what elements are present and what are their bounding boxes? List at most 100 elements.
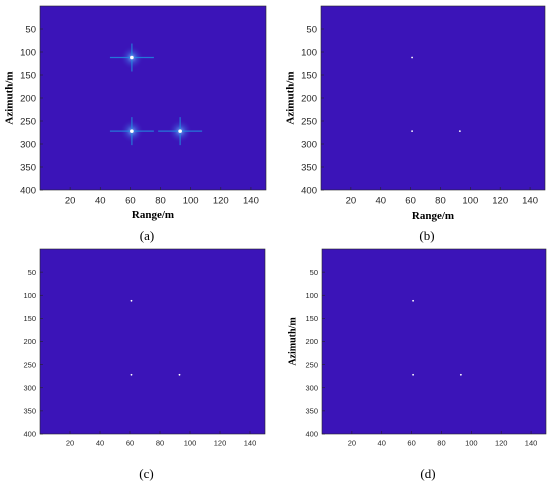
y-axis-label: Azimuth/m: [4, 71, 16, 124]
x-tick-label: 80: [437, 439, 445, 448]
y-tick-label: 100: [301, 47, 317, 58]
plot-area: [40, 6, 266, 190]
x-tick-label: 60: [125, 196, 136, 207]
target-point: [130, 373, 133, 376]
target-point: [109, 43, 154, 72]
y-tick-label: 200: [20, 93, 36, 104]
panel-caption: (d): [420, 466, 435, 481]
y-tick-label: 250: [20, 116, 36, 127]
panel-caption: (b): [419, 228, 434, 243]
y-tick-label: 150: [305, 314, 318, 323]
x-tick-label: 140: [243, 196, 259, 207]
y-tick-label: 200: [301, 93, 317, 104]
y-tick-label: 150: [301, 70, 317, 81]
y-tick-label: 400: [305, 430, 318, 439]
y-tick-label: 250: [301, 116, 317, 127]
x-tick-label: 80: [435, 196, 446, 207]
plot-area: [40, 249, 265, 434]
y-tick-label: 150: [23, 314, 36, 323]
x-tick-label: 120: [495, 439, 508, 448]
panel-d: 20 40 60 80 100 120 140 50 100 150 200 250 300 350 400…: [287, 248, 547, 481]
x-tick-label: 20: [348, 439, 356, 448]
target-point: [458, 130, 461, 133]
y-tick-label: 100: [20, 47, 36, 58]
target-peak: [130, 299, 133, 302]
panel-a: 20 40 60 80 100 120 140 50 100 150 200 250 300 350 400…: [4, 5, 267, 243]
y-tick-label: 300: [20, 139, 36, 150]
y-tick-label: 350: [305, 407, 318, 416]
x-tick-label: 140: [244, 439, 257, 448]
target-point: [178, 373, 181, 376]
target-point: [411, 56, 413, 59]
plot-area: [322, 249, 546, 434]
target-point: [412, 299, 414, 302]
target-peak: [458, 130, 461, 133]
y-tick-label: 200: [305, 337, 318, 346]
x-tick-label: 120: [213, 196, 229, 207]
y-tick-label: 100: [23, 291, 36, 300]
x-tick-label: 120: [492, 196, 508, 207]
y-tick-label: 300: [23, 383, 36, 392]
target-peak: [411, 130, 413, 133]
target-peak: [130, 55, 134, 60]
target-point: [412, 373, 414, 376]
target-point: [130, 299, 133, 302]
y-tick-label: 50: [25, 24, 36, 35]
y-tick-label: 250: [23, 360, 36, 369]
y-tick-label: 400: [20, 185, 36, 196]
x-tick-label: 100: [465, 439, 478, 448]
x-tick-label: 140: [522, 196, 538, 207]
x-tick-label: 20: [66, 439, 74, 448]
target-point: [109, 117, 154, 146]
target-point: [411, 130, 413, 133]
target-peak: [459, 373, 462, 376]
x-tick-label: 120: [214, 439, 227, 448]
x-tick-label: 20: [346, 196, 357, 207]
x-tick-label: 60: [405, 196, 416, 207]
panel-b: 20 40 60 80 100 120 140 50 100 150 200 250 300 350 400…: [285, 5, 546, 243]
y-tick-label: 350: [301, 162, 317, 173]
x-tick-label: 100: [184, 439, 197, 448]
x-axis-label: Range/m: [412, 210, 454, 222]
target-peak: [130, 373, 133, 376]
target-peak: [412, 299, 414, 302]
panel-caption: (a): [140, 228, 154, 243]
x-tick-label: 20: [65, 196, 76, 207]
y-axis-label: Azimuth/m: [287, 317, 298, 366]
x-tick-label: 140: [525, 439, 538, 448]
x-tick-label: 40: [96, 439, 104, 448]
target-peak: [412, 373, 414, 376]
y-tick-label: 100: [305, 291, 318, 300]
y-tick-label: 50: [28, 268, 36, 277]
y-tick-label: 400: [23, 430, 36, 439]
y-tick-label: 350: [23, 407, 36, 416]
target-point: [459, 373, 462, 376]
x-axis-label: Range/m: [132, 209, 174, 221]
y-tick-label: 50: [310, 268, 318, 277]
x-tick-label: 80: [156, 439, 164, 448]
target-point: [158, 117, 203, 146]
target-peak: [178, 129, 182, 133]
x-tick-label: 60: [126, 439, 134, 448]
x-tick-label: 40: [375, 196, 386, 207]
y-tick-label: 150: [20, 70, 36, 81]
x-tick-label: 40: [378, 439, 386, 448]
y-tick-label: 250: [305, 360, 318, 369]
panel-c: 20 40 60 80 100 120 140 50 100 150 200 250 300 350 400…: [23, 248, 266, 481]
plot-area: [321, 6, 545, 190]
y-tick-label: 50: [306, 24, 317, 35]
x-tick-label: 100: [462, 196, 478, 207]
panel-caption: (c): [139, 466, 153, 481]
y-tick-label: 300: [305, 383, 318, 392]
y-tick-label: 200: [23, 337, 36, 346]
x-tick-label: 60: [407, 439, 415, 448]
target-peak: [178, 373, 181, 376]
y-axis-label: Azimuth/m: [285, 71, 297, 124]
y-tick-label: 300: [301, 139, 317, 150]
y-tick-label: 400: [301, 185, 317, 196]
y-tick-label: 350: [20, 162, 36, 173]
x-tick-label: 40: [95, 196, 106, 207]
x-tick-label: 100: [183, 196, 199, 207]
x-tick-label: 80: [155, 196, 166, 207]
